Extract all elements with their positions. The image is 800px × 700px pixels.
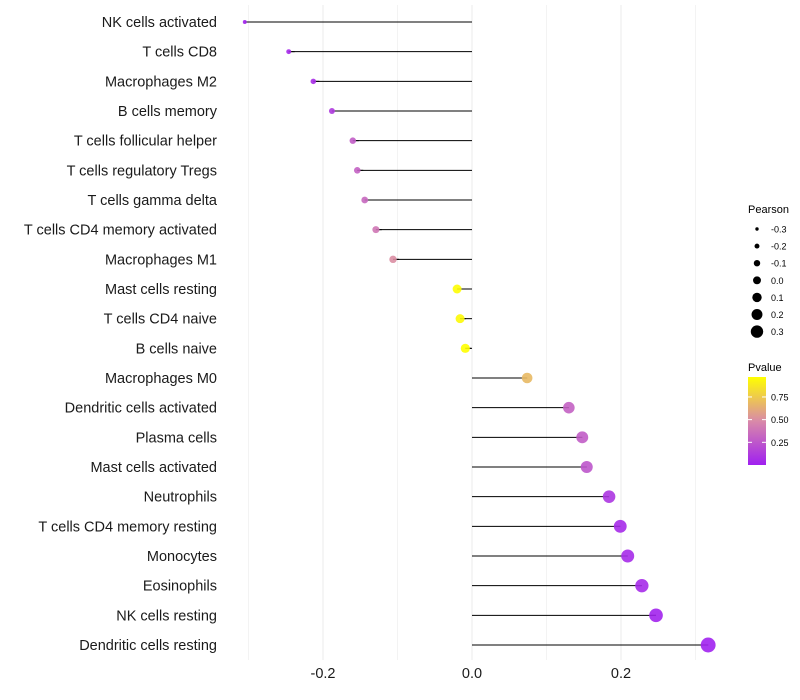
- point: [328, 108, 335, 114]
- y-label: Dendritic cells resting: [79, 638, 217, 654]
- x-tick-label: 0.0: [462, 666, 482, 682]
- point: [635, 579, 649, 593]
- points: [242, 20, 716, 653]
- grid-lines: [248, 5, 696, 660]
- legend-label: 0.0: [771, 276, 784, 286]
- point: [580, 460, 593, 474]
- point: [455, 314, 465, 324]
- point: [576, 431, 589, 444]
- x-tick-label: 0.2: [611, 666, 631, 682]
- legend-key: [755, 227, 759, 231]
- y-label: T cells CD4 memory resting: [38, 519, 217, 535]
- segments: [244, 21, 709, 646]
- y-label: Macrophages M0: [105, 371, 217, 387]
- point: [460, 343, 470, 353]
- y-label: T cells CD4 naive: [104, 312, 217, 328]
- legend-label: -0.1: [771, 259, 787, 269]
- point: [389, 255, 397, 264]
- point: [242, 20, 247, 24]
- y-label: B cells memory: [118, 104, 218, 120]
- y-label: NK cells activated: [102, 15, 217, 31]
- y-label: NK cells resting: [116, 608, 217, 624]
- legend-label: 0.1: [771, 293, 784, 303]
- point: [563, 401, 575, 414]
- legend-label: -0.2: [771, 242, 787, 252]
- point: [452, 284, 462, 294]
- legend-key: [751, 309, 763, 320]
- y-label: T cells CD4 memory activated: [24, 223, 217, 239]
- point: [349, 137, 357, 144]
- legend-title: Pearson: [748, 204, 789, 216]
- point: [621, 549, 635, 563]
- legend-label: 0.3: [771, 327, 784, 337]
- point: [372, 226, 380, 234]
- colorbar-label: 0.75: [771, 392, 789, 402]
- point: [310, 78, 317, 85]
- y-label: Monocytes: [147, 549, 217, 565]
- legend-label: -0.3: [771, 225, 787, 235]
- x-axis-labels: -0.2 0.0 0.2: [311, 666, 632, 682]
- x-tick-label: -0.2: [311, 666, 336, 682]
- legend-title: Pvalue: [748, 362, 782, 374]
- point: [286, 49, 292, 55]
- legend-key: [754, 243, 760, 249]
- point: [353, 167, 361, 174]
- legend-key: [752, 292, 762, 303]
- y-label: B cells naive: [136, 341, 217, 357]
- y-label: Dendritic cells activated: [65, 401, 217, 417]
- y-label: Eosinophils: [143, 579, 217, 595]
- colorbar-label: 0.50: [771, 415, 789, 425]
- point: [602, 490, 616, 503]
- point: [521, 372, 533, 384]
- y-label: T cells CD8: [142, 45, 217, 61]
- y-label: Neutrophils: [144, 490, 217, 506]
- pvalue-color-legend: Pvalue 0.25 0.50 0.75: [748, 362, 789, 465]
- point: [613, 519, 627, 533]
- point: [649, 608, 663, 623]
- legend-label: 0.2: [771, 310, 784, 320]
- y-label: Mast cells activated: [90, 460, 217, 476]
- legend-key: [753, 276, 761, 285]
- colorbar-label: 0.25: [771, 438, 789, 448]
- colorbar: [748, 377, 766, 465]
- y-label: Mast cells resting: [105, 282, 217, 298]
- pearson-size-legend: Pearson -0.3 -0.2 -0.1 0.0 0.1 0.2 0.3: [748, 204, 789, 338]
- y-label: T cells gamma delta: [88, 193, 218, 209]
- y-label: T cells follicular helper: [74, 134, 217, 150]
- y-label: Macrophages M1: [105, 252, 217, 268]
- legend-key: [753, 259, 761, 267]
- y-label: Plasma cells: [136, 430, 217, 446]
- point: [700, 637, 716, 653]
- legend-key: [750, 325, 764, 338]
- point: [361, 196, 369, 204]
- y-label: T cells regulatory Tregs: [67, 163, 217, 179]
- y-label: Macrophages M2: [105, 74, 217, 90]
- y-axis-labels: NK cells activated T cells CD8 Macrophages…: [24, 15, 218, 654]
